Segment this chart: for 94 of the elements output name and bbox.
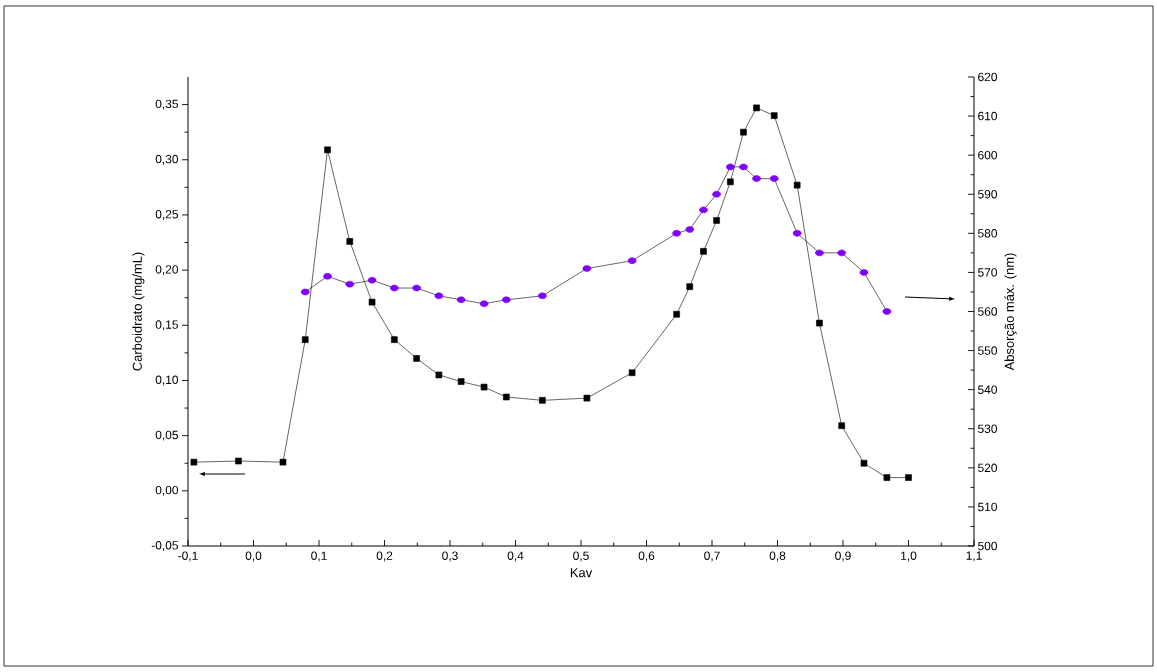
point [345,280,355,288]
y2-tick-label: 500 [978,541,998,551]
point [673,310,680,318]
point [367,276,377,284]
point [324,146,331,154]
point [583,394,591,402]
point [346,238,354,245]
x-tick-label: 0,9 [835,551,851,562]
point [700,248,707,255]
point [538,292,547,300]
point [413,355,420,362]
y-tick-label: 0,20 [155,265,179,276]
y-tick-label: 0,30 [155,154,179,165]
point [368,298,376,306]
y2-tick-label: 510 [978,502,998,512]
y-tick-label: 0,05 [155,430,178,441]
x-tick-label: 0,6 [638,551,655,562]
y2-tick-label: 600 [978,150,998,160]
point [753,104,760,112]
y2-tick-label: 550 [978,346,998,355]
point [235,457,242,465]
point [391,336,398,343]
point [769,175,779,182]
point [627,257,637,264]
point [699,206,708,214]
point [480,383,488,391]
point [503,393,510,401]
y-axis-title: Carboidrato (mg/mL) [132,252,145,371]
point [685,226,695,233]
y2-tick-label: 580 [978,229,998,238]
y2-tick-label: 520 [978,463,998,473]
point [502,296,511,304]
point [905,474,912,481]
x-tick-label: 0,5 [573,551,589,562]
point [686,283,694,290]
point [882,308,892,315]
point [838,422,845,429]
point [300,288,310,296]
point [390,284,399,292]
point [859,269,869,276]
point [539,397,546,404]
point [860,459,868,467]
y2-tick-label: 530 [978,424,998,433]
x-tick-label: 1,0 [901,551,917,562]
y-tick-label: -0,05 [151,541,178,551]
y2-axis-title: Absorção máx. (nm) [1004,253,1017,371]
y2-tick-label: 620 [978,72,998,82]
point [672,230,681,237]
point [190,458,198,466]
point [837,249,847,257]
point [628,369,636,377]
y-tick-label: 0,35 [155,99,178,110]
point [792,230,802,237]
y-tick-label: 0,00 [155,485,179,496]
y-tick-label: 0,15 [155,320,178,331]
point [739,163,748,171]
x-tick-label: 0,7 [704,551,720,562]
x-tick-label: 1,1 [966,551,982,562]
y2-tick-label: 540 [978,385,998,394]
point [301,336,309,343]
point [712,190,721,198]
point [713,217,720,224]
y2-tick-label: 560 [978,307,998,316]
x-tick-label: 0,1 [311,551,327,562]
point [770,112,778,119]
point [323,273,332,280]
point [740,128,747,136]
x-tick-label: 0,0 [245,551,262,562]
point [412,284,421,292]
y-tick-label: 0,25 [155,210,178,220]
y2-tick-label: 590 [978,190,998,199]
point [582,265,592,272]
point [479,300,489,307]
point [435,371,443,379]
y2-tick-label: 610 [978,111,998,121]
point [793,181,801,189]
point [457,378,465,385]
x-tick-label: 0,3 [442,551,458,562]
y-tick-label: 0,10 [155,375,179,386]
point [434,292,444,300]
x-tick-label: 0,4 [507,551,524,562]
x-tick-label: -0,1 [178,551,198,562]
x-tick-label: 0,8 [769,551,786,562]
x-axis-title: Kav [570,568,593,578]
point [883,474,891,481]
x-tick-label: 0,2 [376,551,393,562]
y2-tick-label: 570 [978,268,998,277]
point [279,458,287,466]
point [752,175,761,182]
point [815,249,824,257]
point [456,296,466,304]
point [727,178,734,186]
point [726,163,735,171]
point [816,319,823,327]
